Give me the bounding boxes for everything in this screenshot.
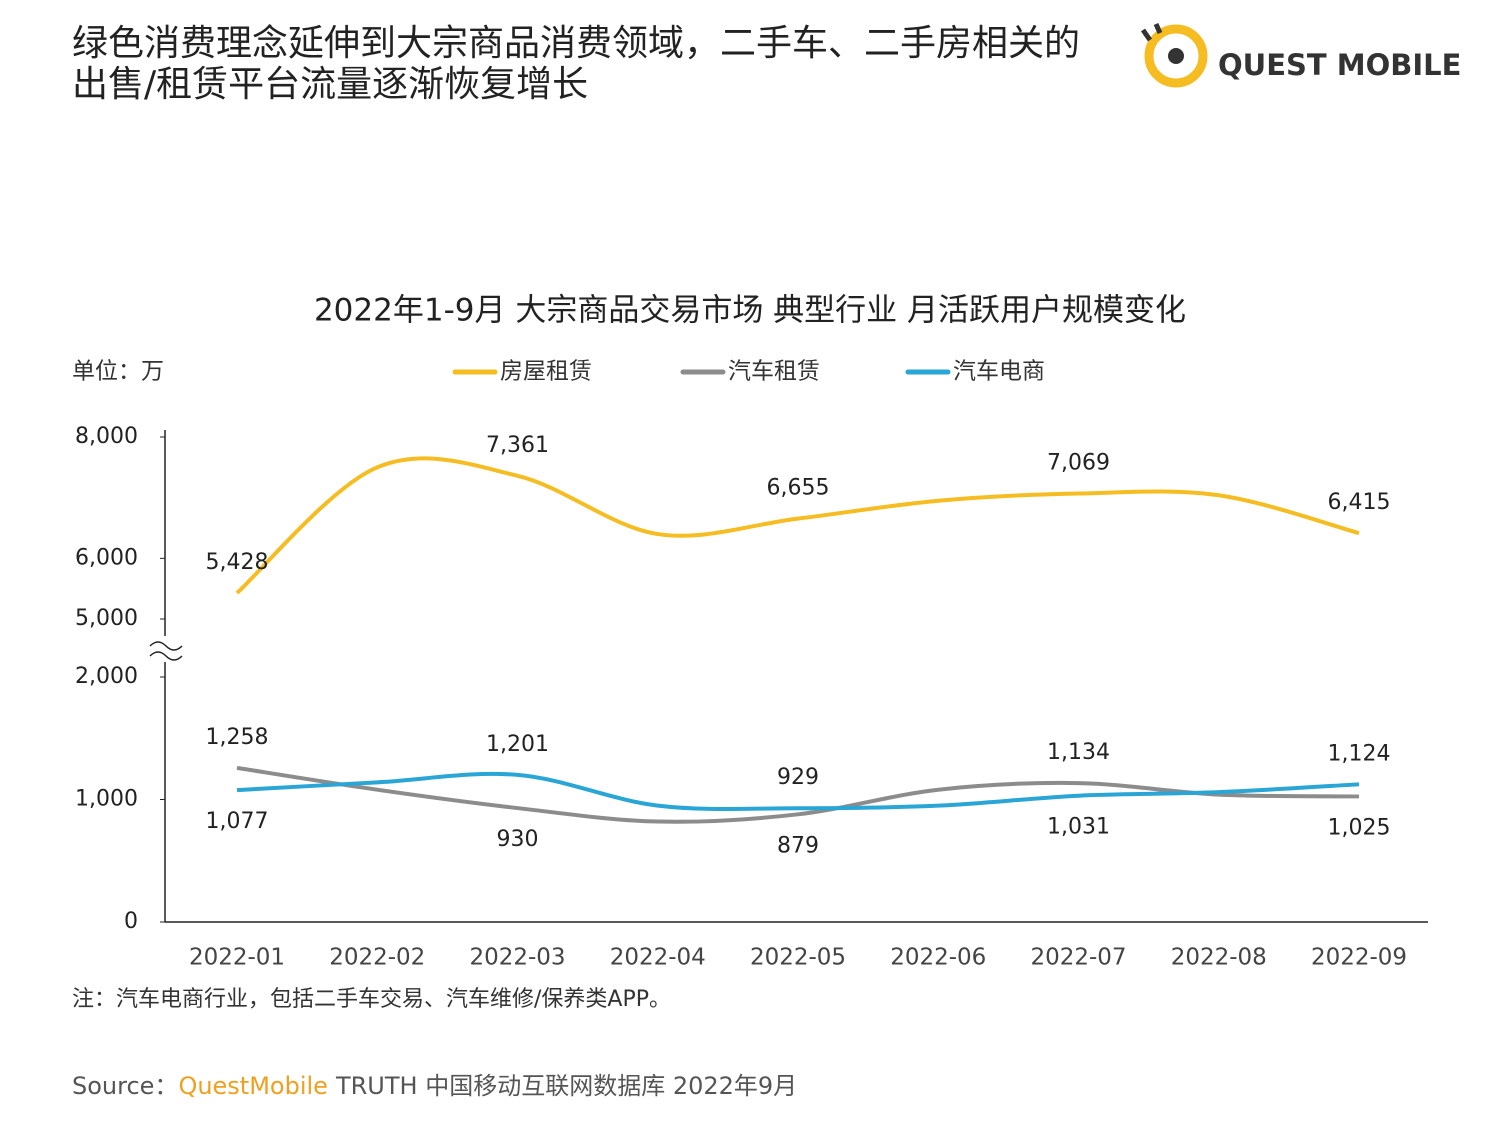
series-line — [236, 765, 1360, 824]
chart-title: 2022年1-9月 大宗商品交易市场 典型行业 月活跃用户规模变化 — [314, 293, 1186, 329]
data-label: 5,428 — [206, 550, 269, 575]
source-rest: TRUTH 中国移动互联网数据库 2022年9月 — [335, 1072, 797, 1100]
data-label: 7,069 — [1047, 450, 1110, 475]
y-tick-label: 0 — [124, 909, 138, 934]
x-tick-label: 2022-08 — [1171, 945, 1267, 971]
data-label: 930 — [497, 827, 539, 852]
data-label: 6,415 — [1328, 490, 1391, 515]
x-tick-label: 2022-06 — [890, 945, 986, 971]
x-tick-label: 2022-02 — [329, 945, 425, 971]
y-tick-label: 1,000 — [75, 787, 138, 812]
title-line: 绿色消费理念延伸到大宗商品消费领域，二手车、二手房相关的 — [72, 23, 1080, 64]
x-tick-label: 2022-09 — [1311, 945, 1407, 971]
note: 注：汽车电商行业，包括二手车交易、汽车维修/保养类APP。 — [72, 987, 671, 1012]
x-tick-label: 2022-03 — [469, 945, 565, 971]
source-brand: QuestMobile — [178, 1072, 328, 1100]
data-label: 879 — [777, 833, 819, 858]
y-unit: 单位：万 — [72, 359, 164, 385]
x-tick-label: 2022-07 — [1030, 945, 1126, 971]
data-label: 1,258 — [206, 725, 269, 750]
legend-label: 汽车租赁 — [728, 359, 820, 385]
data-label: 929 — [777, 765, 819, 790]
series-line — [235, 456, 1360, 595]
axis-break — [149, 636, 183, 662]
source-prefix: Source： — [72, 1072, 178, 1100]
series-line — [236, 771, 1360, 811]
source: Source：QuestMobile TRUTH 中国移动互联网数据库 2022年… — [72, 1072, 797, 1100]
x-tick-label: 2022-05 — [750, 945, 846, 971]
x-tick-label: 2022-04 — [610, 945, 706, 971]
data-label: 1,134 — [1047, 740, 1110, 765]
title-line: 出售/租赁平台流量逐渐恢复增长 — [72, 64, 588, 105]
data-label: 7,361 — [486, 433, 549, 458]
data-label: 1,077 — [206, 809, 269, 834]
data-label: 1,201 — [486, 732, 549, 757]
legend-label: 汽车电商 — [953, 359, 1045, 385]
y-tick-label: 6,000 — [75, 545, 138, 570]
logo-icon — [1140, 22, 1208, 88]
x-tick-label: 2022-01 — [189, 945, 285, 971]
y-tick-label: 2,000 — [75, 664, 138, 689]
data-label: 1,031 — [1047, 815, 1110, 840]
logo-text: QUEST MOBILE — [1218, 48, 1461, 82]
y-tick-label: 8,000 — [75, 424, 138, 449]
data-label: 1,124 — [1328, 741, 1391, 766]
data-label: 1,025 — [1328, 815, 1391, 840]
data-label: 6,655 — [767, 476, 830, 501]
legend-label: 房屋租赁 — [500, 359, 592, 385]
y-tick-label: 5,000 — [75, 606, 138, 631]
